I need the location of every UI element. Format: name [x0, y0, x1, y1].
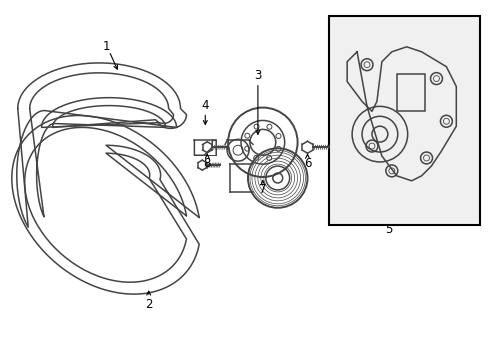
Text: 8: 8	[203, 157, 210, 170]
Text: 5: 5	[385, 223, 392, 236]
Text: 2: 2	[145, 297, 152, 311]
Text: 3: 3	[254, 69, 261, 82]
Bar	[328, 16, 479, 225]
Bar	[396, 74, 424, 111]
Text: 7: 7	[259, 184, 266, 197]
Text: 1: 1	[102, 40, 110, 53]
Text: 6: 6	[303, 157, 311, 170]
Text: 4: 4	[201, 99, 209, 112]
